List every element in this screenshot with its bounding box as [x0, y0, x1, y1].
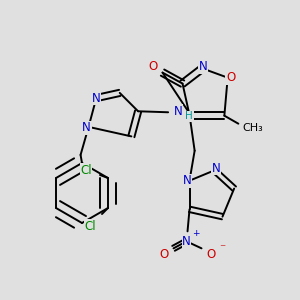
Text: H: H: [185, 111, 193, 121]
Text: +: +: [192, 229, 199, 238]
Text: CH₃: CH₃: [242, 123, 263, 133]
Text: Cl: Cl: [84, 220, 96, 232]
Text: N: N: [174, 105, 182, 118]
Text: N: N: [82, 122, 91, 134]
Text: O: O: [148, 60, 157, 73]
Text: N: N: [182, 235, 191, 248]
Text: N: N: [92, 92, 101, 105]
Text: N: N: [199, 60, 208, 73]
Text: N: N: [183, 174, 192, 187]
Text: O: O: [226, 71, 235, 84]
Text: ⁻: ⁻: [219, 242, 226, 255]
Text: O: O: [206, 248, 215, 261]
Text: O: O: [159, 248, 168, 261]
Text: N: N: [212, 162, 221, 175]
Text: Cl: Cl: [80, 164, 92, 176]
